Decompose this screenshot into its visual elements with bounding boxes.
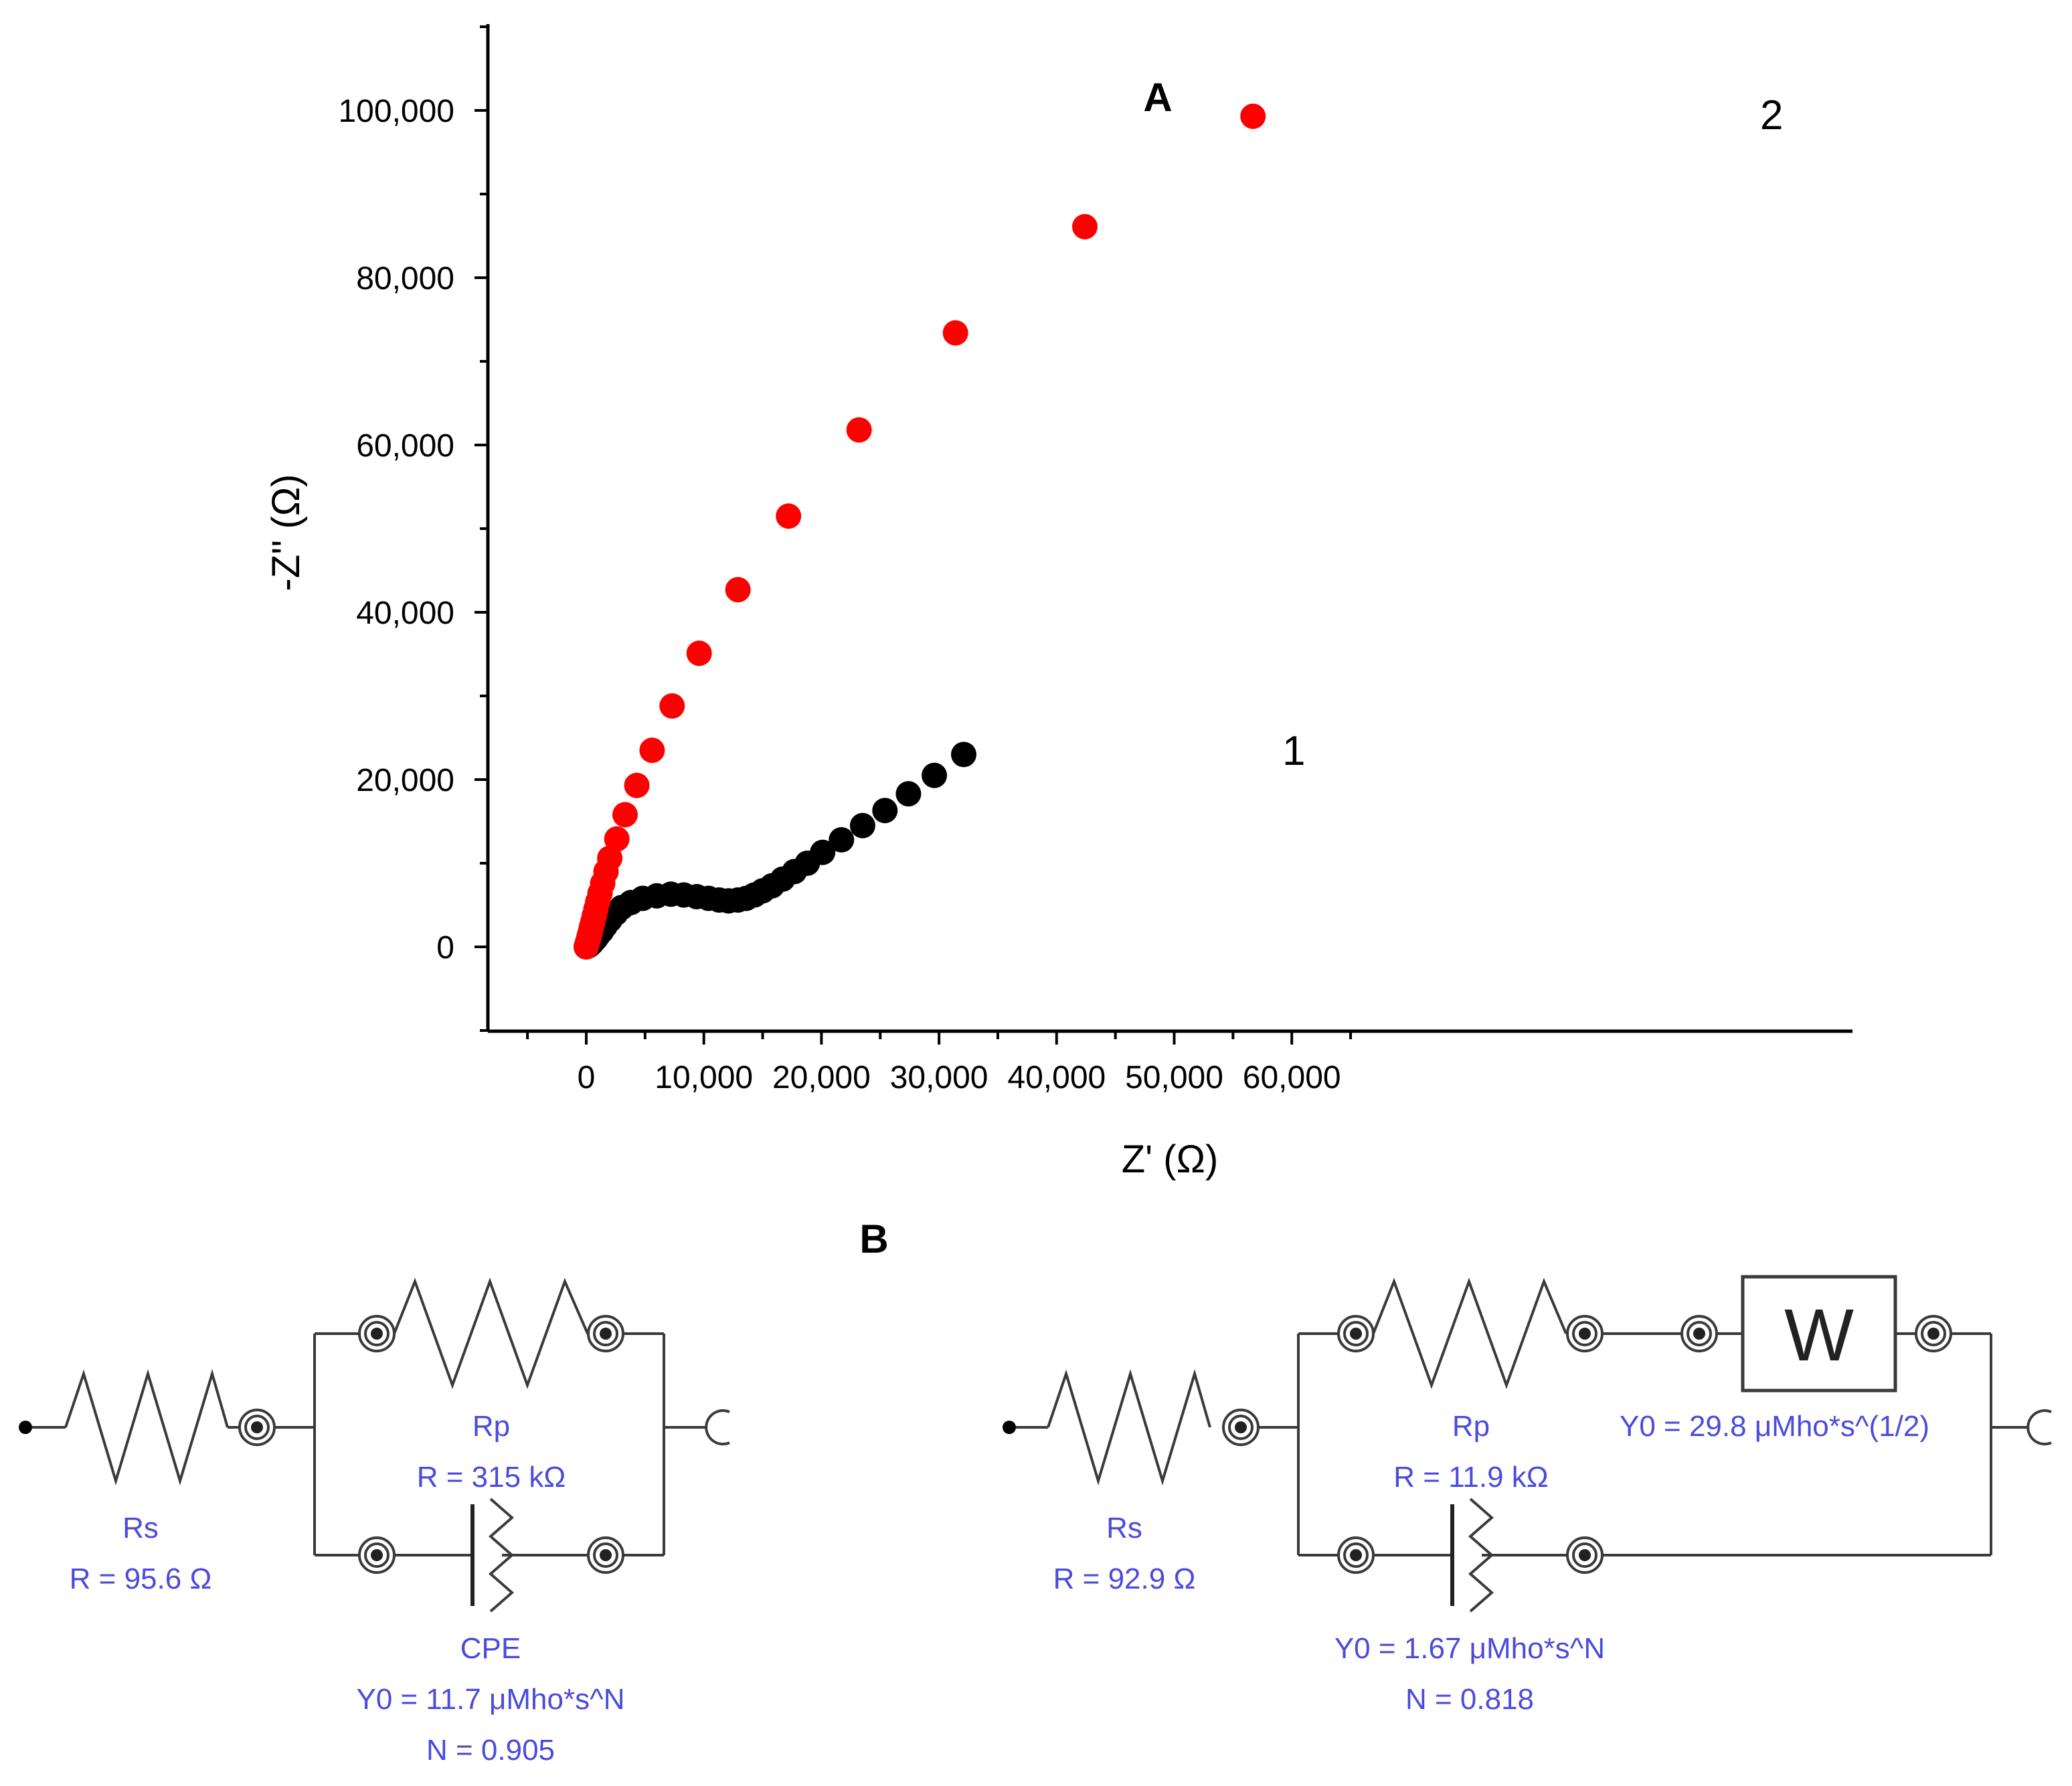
- x-tick-label: 20,000: [772, 1060, 871, 1095]
- input-terminal-dot: [1003, 1421, 1016, 1434]
- y-tick-label: 0: [436, 930, 454, 966]
- x-tick-label: 0: [578, 1060, 596, 1095]
- data-point-series-2: [659, 693, 685, 719]
- x-ticks: 0 10,000 20,000 30,000 40,000 50,000 60,000: [526, 1031, 1353, 1095]
- warburg-symbol: W: [1784, 1294, 1854, 1376]
- rp-value: R = 315 kΩ: [417, 1461, 566, 1494]
- node-rs-out: [238, 1409, 276, 1446]
- w-y0: Y0 = 29.8 μMho*s^(1/2): [1620, 1410, 1929, 1443]
- node-w-in: [1680, 1315, 1718, 1352]
- circuit-right: W Rp R = 11.9 kΩ Y0 = 29.8 μMho*s^(1/2): [1003, 1275, 2052, 1716]
- rs-value: R = 95.6 Ω: [70, 1562, 212, 1595]
- rs-name: Rs: [1106, 1512, 1142, 1544]
- rp-name: Rp: [472, 1410, 510, 1443]
- cpe-n: N = 0.818: [1405, 1683, 1534, 1716]
- y-tick-label: 40,000: [356, 596, 454, 631]
- x-tick-label: 30,000: [890, 1060, 988, 1095]
- data-point-series-2: [624, 772, 650, 798]
- circuit-left: Rp R = 315 kΩ Rs R = 95.6 Ω CPE Y0 = 11.…: [19, 1277, 730, 1767]
- y-tick-label: 100,000: [338, 94, 454, 129]
- nyquist-chart: 0 10,000 20,000 30,000 40,000 50,000 60,000 0 2…: [264, 24, 1852, 1181]
- node-cpe-in: [358, 1536, 396, 1574]
- y-tick-label: 60,000: [356, 428, 454, 464]
- data-point-series-1: [922, 762, 948, 788]
- node-w-out: [1915, 1315, 1952, 1352]
- cpe-name: CPE: [460, 1632, 521, 1665]
- rs-name: Rs: [122, 1512, 159, 1544]
- data-point-series-2: [846, 417, 872, 443]
- panel-label-a: A: [1143, 75, 1172, 120]
- cpe-y0: Y0 = 1.67 μMho*s^N: [1334, 1632, 1605, 1665]
- y-ticks: 0 20,000 40,000 60,000 80,000 100,000: [338, 25, 488, 1032]
- series-label-2: 2: [1760, 92, 1783, 139]
- data-point-series-1: [872, 798, 898, 824]
- data-point-series-2: [604, 826, 630, 852]
- data-point-series-2: [612, 802, 638, 828]
- series-label-1: 1: [1282, 728, 1305, 774]
- rp-resistor: [393, 1277, 589, 1389]
- y-tick-label: 20,000: [356, 763, 454, 798]
- x-tick-label: 60,000: [1243, 1060, 1341, 1095]
- node-rp-in: [358, 1315, 396, 1352]
- x-tick-label: 10,000: [655, 1060, 753, 1095]
- x-axis-label: Z' (Ω): [1122, 1138, 1219, 1181]
- rp-value: R = 11.9 kΩ: [1393, 1461, 1548, 1494]
- y-axis-label: -Z'' (Ω): [264, 474, 308, 592]
- series-2: [574, 103, 1266, 960]
- data-point-series-2: [686, 640, 712, 666]
- warburg-element: [1741, 1275, 1897, 1393]
- rs-resistor: [1047, 1368, 1211, 1486]
- y-tick-label: 80,000: [356, 261, 454, 296]
- data-point-series-2: [639, 737, 665, 764]
- node-rs-out: [1222, 1409, 1260, 1446]
- data-point-series-2: [942, 320, 968, 346]
- data-point-series-1: [895, 781, 922, 807]
- data-point-series-1: [810, 839, 836, 865]
- node-cpe-out: [1566, 1536, 1604, 1574]
- output-terminal: [2026, 1409, 2052, 1445]
- data-point-series-1: [829, 827, 855, 853]
- cpe-n: N = 0.905: [426, 1734, 555, 1767]
- cpe-y0: Y0 = 11.7 μMho*s^N: [356, 1683, 624, 1716]
- node-rp-in: [1337, 1315, 1375, 1352]
- x-tick-label: 50,000: [1125, 1060, 1223, 1095]
- node-cpe-out: [587, 1536, 624, 1574]
- data-point-series-1: [950, 741, 976, 768]
- x-tick-label: 40,000: [1007, 1060, 1106, 1095]
- rs-resistor: [64, 1368, 229, 1486]
- data-point-series-2: [597, 845, 623, 871]
- data-point-series-2: [1240, 103, 1266, 129]
- data-point-series-2: [1071, 213, 1098, 240]
- data-point-series-2: [725, 577, 751, 603]
- data-point-series-1: [849, 812, 875, 838]
- rs-value: R = 92.9 Ω: [1053, 1562, 1196, 1595]
- node-rp-out: [1566, 1315, 1604, 1352]
- rp-name: Rp: [1452, 1410, 1490, 1443]
- node-rp-out: [587, 1315, 624, 1352]
- data-points: [574, 103, 1266, 960]
- panel-label-b: B: [859, 1217, 888, 1261]
- data-point-series-2: [776, 503, 802, 529]
- input-terminal-dot: [19, 1421, 32, 1434]
- output-terminal: [705, 1409, 730, 1445]
- node-cpe-in: [1337, 1536, 1375, 1574]
- rp-resistor: [1372, 1277, 1567, 1389]
